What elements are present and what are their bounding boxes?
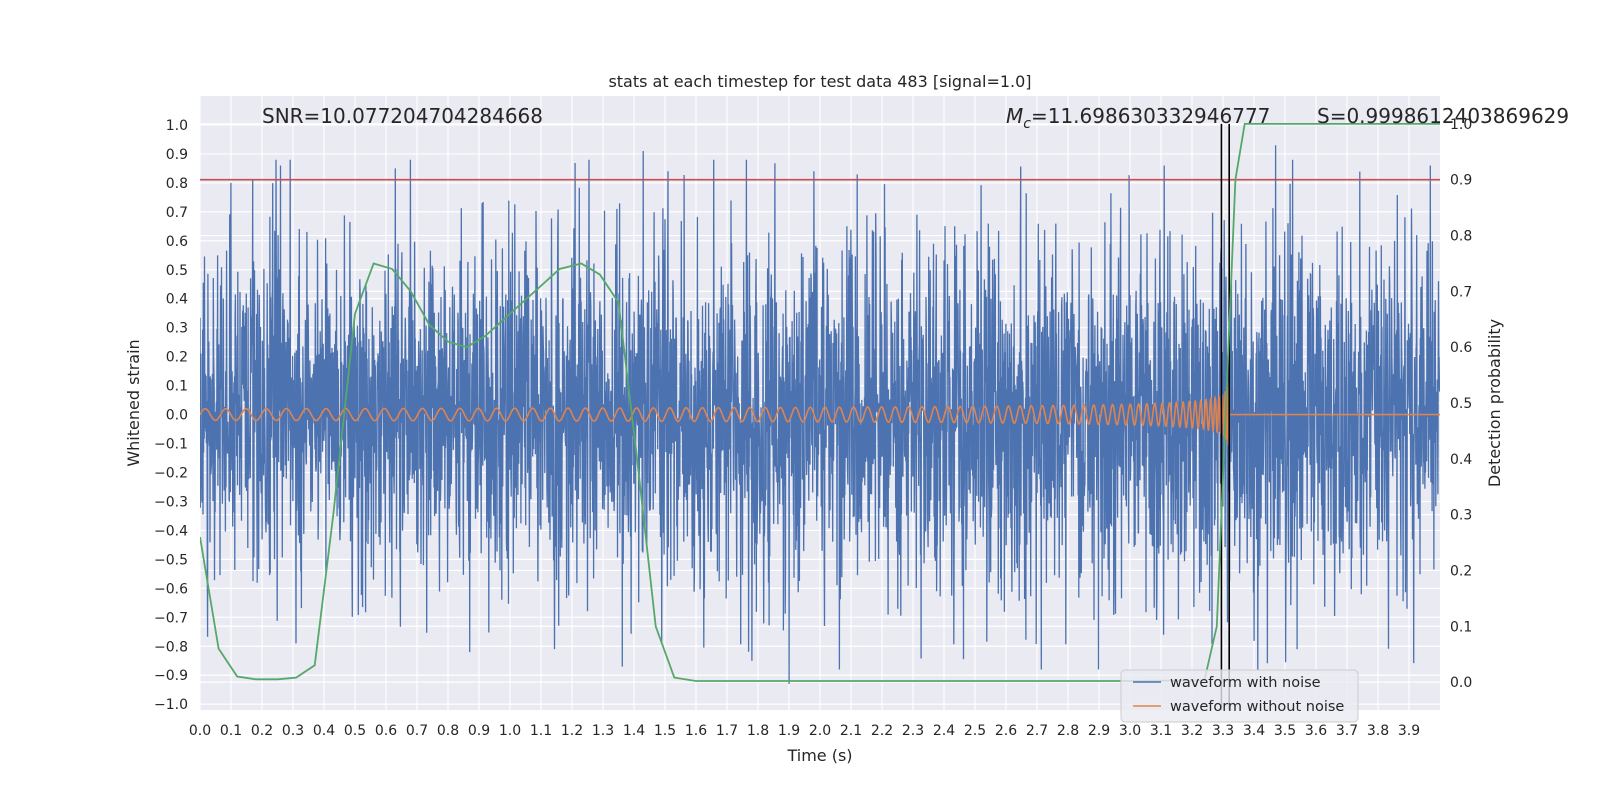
x-tick-label: 0.9 xyxy=(468,723,490,739)
y-tick-label: −0.4 xyxy=(154,523,188,539)
x-tick-label: 3.1 xyxy=(1150,723,1172,739)
x-tick-label: 1.4 xyxy=(623,723,645,739)
y2-tick-label: 0.9 xyxy=(1450,173,1472,189)
y2-tick-label: 0.2 xyxy=(1450,563,1472,579)
y-tick-label: 0.1 xyxy=(166,379,188,395)
x-tick-labels: 0.0 0.1 0.2 0.3 0.4 0.5 0.6 0.7 0.8 0.9 1.0 1.1 1.2 1… xyxy=(189,723,1420,739)
x-tick-label: 2.3 xyxy=(902,723,924,739)
chirp-series xyxy=(200,381,1440,446)
x-tick-label: 2.5 xyxy=(964,723,986,739)
y-tick-label: −0.6 xyxy=(154,581,188,597)
x-tick-label: 0.8 xyxy=(437,723,459,739)
y2-tick-label: 0.3 xyxy=(1450,508,1472,524)
y-tick-label: 0.0 xyxy=(166,408,188,424)
legend: waveform with noise waveform without noi… xyxy=(1120,669,1359,723)
x-tick-label: 0.0 xyxy=(189,723,211,739)
x-tick-label: 3.8 xyxy=(1367,723,1389,739)
x-tick-label: 2.0 xyxy=(809,723,831,739)
y2-tick-label: 0.0 xyxy=(1450,675,1472,691)
y-tick-label: −1.0 xyxy=(154,697,188,713)
x-tick-label: 3.4 xyxy=(1243,723,1265,739)
x-tick-label: 0.7 xyxy=(406,723,428,739)
y2-tick-label: 0.7 xyxy=(1450,284,1472,300)
x-axis-label: Time (s) xyxy=(786,746,852,765)
y-tick-label: 1.0 xyxy=(166,118,188,134)
mc-symbol: M xyxy=(1006,104,1023,128)
x-tick-label: 3.9 xyxy=(1398,723,1420,739)
y-tick-label: −0.8 xyxy=(154,639,188,655)
detection-probability-line xyxy=(200,123,1440,682)
y-tick-label: 0.8 xyxy=(166,176,188,192)
y2-tick-label: 1.0 xyxy=(1450,117,1472,133)
y-tick-label: 0.5 xyxy=(166,263,188,279)
x-tick-label: 3.5 xyxy=(1274,723,1296,739)
noise-series xyxy=(200,145,1440,684)
x-tick-label: 0.1 xyxy=(220,723,242,739)
x-tick-label: 1.3 xyxy=(592,723,614,739)
y-tick-label: 0.6 xyxy=(166,234,188,250)
y-tick-label: 0.4 xyxy=(166,292,188,308)
snr-annotation: SNR=10.077204704284668 xyxy=(262,104,543,128)
x-tick-label: 1.8 xyxy=(747,723,769,739)
y-tick-label: −0.9 xyxy=(154,668,188,684)
x-tick-label: 0.2 xyxy=(251,723,273,739)
mc-value: =11.698630332946777 xyxy=(1031,104,1270,128)
y-tick-label: 0.2 xyxy=(166,350,188,366)
x-tick-label: 3.2 xyxy=(1181,723,1203,739)
y-tick-label: 0.3 xyxy=(166,321,188,337)
legend-label-clean: waveform without noise xyxy=(1170,699,1344,715)
x-tick-label: 3.7 xyxy=(1336,723,1358,739)
mc-subscript: c xyxy=(1023,116,1031,132)
x-tick-label: 0.5 xyxy=(344,723,366,739)
x-tick-label: 2.6 xyxy=(995,723,1017,739)
x-tick-label: 3.3 xyxy=(1212,723,1234,739)
probability-series xyxy=(200,123,1440,682)
legend-label-noise: waveform with noise xyxy=(1170,675,1321,691)
y-tick-label: −0.5 xyxy=(154,552,188,568)
y2-axis-label: Detection probability xyxy=(1485,319,1504,487)
y-tick-label: −0.7 xyxy=(154,610,188,626)
chart-title: stats at each timestep for test data 483… xyxy=(608,72,1031,91)
x-tick-label: 1.2 xyxy=(561,723,583,739)
noise-waveform-line xyxy=(200,145,1440,684)
x-tick-label: 0.4 xyxy=(313,723,335,739)
x-tick-label: 3.0 xyxy=(1119,723,1141,739)
clean-waveform-line xyxy=(200,381,1440,446)
y2-tick-labels: 1.0 0.9 0.8 0.7 0.6 0.5 0.4 0.3 0.2 0.1 0.0 xyxy=(1450,117,1472,691)
significance-annotation: S=0.9998612403869629 xyxy=(1317,104,1569,128)
reference-lines xyxy=(200,123,1440,710)
y-axis-label: Whitened strain xyxy=(124,339,143,466)
x-tick-label: 0.6 xyxy=(375,723,397,739)
y-tick-label: 0.9 xyxy=(166,147,188,163)
legend-box xyxy=(1120,669,1359,723)
x-tick-label: 2.8 xyxy=(1057,723,1079,739)
y2-tick-label: 0.6 xyxy=(1450,340,1472,356)
y-tick-label: −0.2 xyxy=(154,466,188,482)
x-tick-label: 0.3 xyxy=(282,723,304,739)
x-tick-label: 2.2 xyxy=(871,723,893,739)
x-tick-label: 2.1 xyxy=(840,723,862,739)
y2-tick-label: 0.5 xyxy=(1450,396,1472,412)
y-tick-label: 0.7 xyxy=(166,205,188,221)
x-tick-label: 1.6 xyxy=(685,723,707,739)
x-tick-label: 2.9 xyxy=(1088,723,1110,739)
x-tick-label: 1.5 xyxy=(654,723,676,739)
chirp-mass-annotation: Mc=11.698630332946777 xyxy=(1006,104,1270,132)
x-tick-label: 1.0 xyxy=(499,723,521,739)
x-tick-label: 2.4 xyxy=(933,723,955,739)
y-tick-label: −0.1 xyxy=(154,437,188,453)
x-tick-label: 1.7 xyxy=(716,723,738,739)
x-tick-label: 1.1 xyxy=(530,723,552,739)
x-tick-label: 2.7 xyxy=(1026,723,1048,739)
y2-tick-label: 0.1 xyxy=(1450,619,1472,635)
x-tick-label: 1.9 xyxy=(778,723,800,739)
y-tick-labels: 1.0 0.9 0.8 0.7 0.6 0.5 0.4 0.3 0.2 0.1 0.0 −0.1 −0.… xyxy=(154,118,188,713)
y-tick-label: −0.3 xyxy=(154,494,188,510)
y2-tick-label: 0.4 xyxy=(1450,452,1472,468)
x-tick-label: 3.6 xyxy=(1305,723,1327,739)
y2-tick-label: 0.8 xyxy=(1450,229,1472,245)
